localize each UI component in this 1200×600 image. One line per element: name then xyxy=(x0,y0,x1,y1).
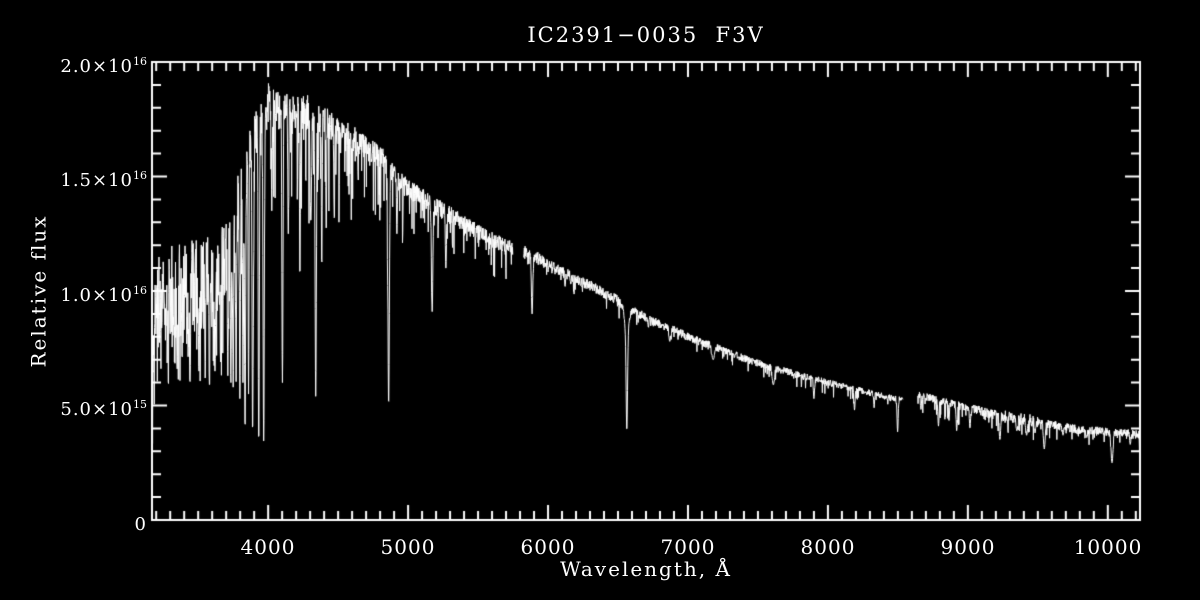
y-tick-label-2e16: 2.0×1016 xyxy=(60,55,147,77)
y-tick-label-1e16: 1.0×1016 xyxy=(60,284,147,306)
plot-title: IC2391−0035 F3V xyxy=(527,23,765,47)
y-tick-label-1p5e16: 1.5×1016 xyxy=(60,169,147,191)
x-tick-label-6000: 6000 xyxy=(520,535,576,559)
y-tick-label-0: 0 xyxy=(134,514,147,535)
y-tick-label-5e15: 5.0×1015 xyxy=(60,398,147,420)
x-tick-label-9000: 9000 xyxy=(940,535,996,559)
x-tick-label-5000: 5000 xyxy=(380,535,436,559)
x-axis-title: Wavelength, Å xyxy=(560,557,732,581)
x-tick-label-4000: 4000 xyxy=(240,535,296,559)
x-tick-label-8000: 8000 xyxy=(800,535,856,559)
x-tick-label-10000: 10000 xyxy=(1073,535,1143,559)
x-tick-label-7000: 7000 xyxy=(660,535,716,559)
